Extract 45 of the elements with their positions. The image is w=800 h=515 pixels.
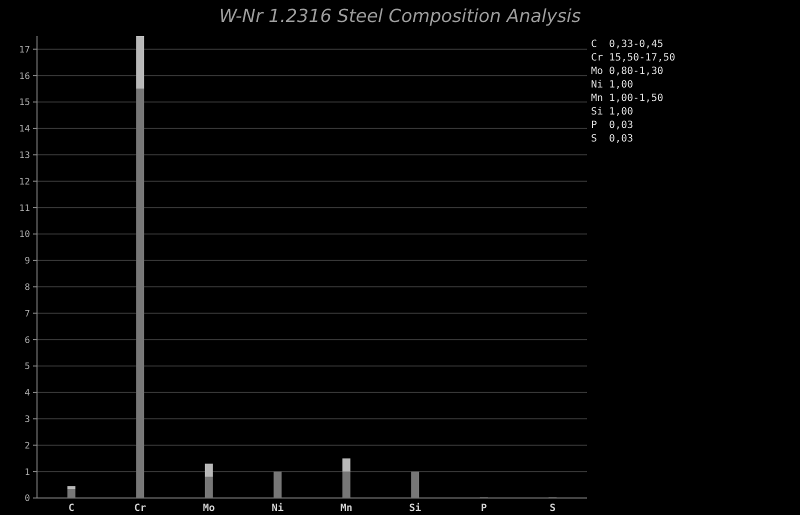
text: Ni 1,00 (591, 80, 634, 90)
text: C 0,33-0,45 (591, 39, 664, 50)
bar (136, 88, 144, 498)
text: Cr 15,50-17,50 (591, 52, 676, 64)
x-tick-label: Si (409, 502, 422, 514)
text: Mo 0,80-1,30 (591, 66, 664, 77)
y-tick-label: 9 (24, 256, 30, 267)
y-tick-label: 16 (19, 72, 30, 82)
y-tick-label: 12 (19, 177, 30, 188)
bar (204, 464, 213, 477)
y-tick-label: 8 (24, 282, 30, 293)
y-tick-label: 1 (24, 468, 30, 478)
y-tick-label: 13 (19, 150, 30, 161)
bar (342, 458, 350, 472)
bar (411, 472, 420, 498)
y-tick-label: 2 (24, 441, 30, 452)
x-tick-label: Mn (340, 503, 352, 514)
bar (67, 486, 76, 490)
y-tick-label: 7 (24, 309, 30, 320)
text: Mn 1,00-1,50 (591, 93, 664, 104)
text: S 0,03 (591, 134, 634, 144)
y-tick-label: 15 (19, 98, 30, 108)
y-tick-label: 11 (19, 204, 30, 214)
y-tick-label: 3 (24, 414, 30, 425)
x-tick-label: Ni (272, 502, 284, 514)
text: P 0,03 (591, 120, 634, 131)
chart-title: W-Nr 1.2316 Steel Composition Analysis (219, 6, 581, 27)
y-tick-label: 0 (24, 494, 30, 504)
bar (136, 36, 144, 89)
bar (274, 472, 282, 498)
y-tick-label: 14 (19, 124, 30, 135)
x-tick-label: P (480, 503, 487, 514)
bar (342, 472, 350, 498)
x-tick-label: Mo (202, 503, 215, 514)
y-tick-label: 5 (24, 362, 30, 372)
y-tick-label: 4 (24, 388, 30, 399)
bar (67, 489, 76, 498)
y-tick-label: 10 (19, 230, 30, 240)
y-tick-label: 6 (24, 336, 30, 346)
x-tick-label: C (68, 503, 74, 514)
text: Si 1,00 (591, 106, 634, 118)
bar (204, 476, 213, 498)
x-tick-label: Cr (134, 503, 146, 514)
y-tick-label: 17 (19, 45, 30, 56)
x-tick-label: S (550, 503, 556, 514)
